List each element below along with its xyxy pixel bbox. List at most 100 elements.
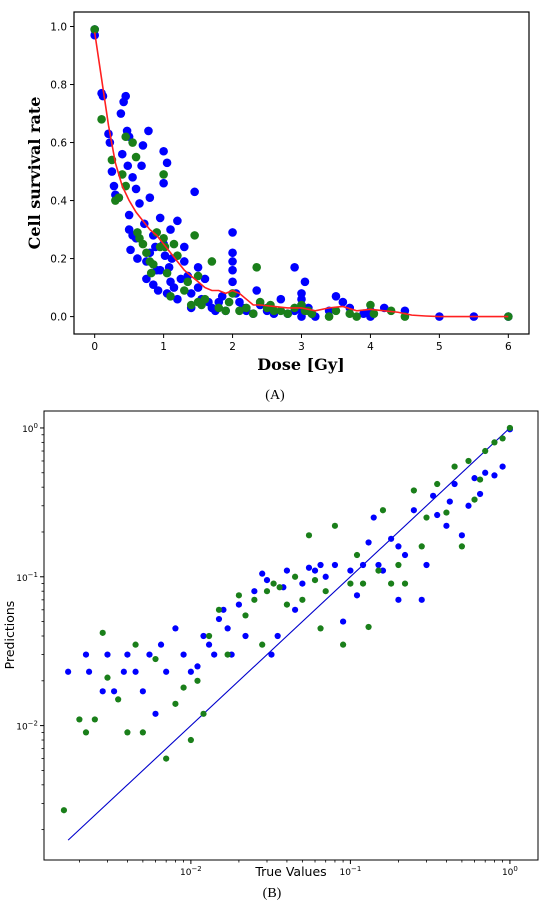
panel-a-marks <box>90 25 513 321</box>
panel-b-plot-area <box>43 410 539 861</box>
panel-b-point-green <box>235 592 242 599</box>
panel-b-point-blue <box>434 511 441 519</box>
panel-b-point-green <box>124 729 131 736</box>
panel-b-point-blue <box>180 651 187 658</box>
panel-a-point-blue <box>124 210 134 220</box>
panel-b-point-green <box>359 580 367 587</box>
panel-b-point-blue <box>224 625 231 632</box>
panel-a-point-green <box>366 300 375 310</box>
panel-a-point-blue <box>155 213 165 223</box>
panel-a-point-green <box>97 115 106 124</box>
panel-a-point-green <box>169 239 179 249</box>
panel-b-point-blue <box>395 596 402 603</box>
panel-b-point-green <box>443 509 450 516</box>
panel-a-point-green <box>276 306 286 316</box>
panel-a-point-blue <box>116 109 126 118</box>
panel-b-point-green <box>276 584 283 591</box>
panel-a-point-green <box>307 309 317 318</box>
panel-b-point-blue <box>194 663 201 670</box>
panel-b-point-green <box>205 632 213 640</box>
panel-a-point-blue <box>186 289 196 298</box>
panel-a-ylabel: Cell survival rate <box>25 97 44 250</box>
panel-b-point-blue <box>410 507 417 514</box>
panel-b-point-blue <box>200 632 207 640</box>
panel-b-point-blue <box>172 625 179 632</box>
panel-b-point-blue <box>375 561 382 569</box>
panel-b-point-blue <box>311 567 319 574</box>
panel-b-point-green <box>263 588 271 595</box>
panel-a-point-green <box>152 228 162 237</box>
panel-a-ytick-label: 0.0 <box>50 312 67 324</box>
panel-a-point-blue <box>159 146 168 156</box>
panel-a-point-green <box>242 303 251 313</box>
panel-a-xtick-label: 5 <box>436 341 443 353</box>
panel-a-point-blue <box>145 193 155 202</box>
panel-a-point-blue <box>180 242 189 252</box>
panel-a-ytick-label: 0.8 <box>50 80 67 92</box>
panel-a-fit-line <box>93 32 509 318</box>
panel-b-ytick-label: 10−1 <box>16 571 38 584</box>
panel-a-point-green <box>352 312 361 321</box>
panel-b-point-green <box>291 573 299 580</box>
panel-a-point-blue <box>153 286 163 295</box>
panel-a-point-green <box>183 277 193 287</box>
panel-a-point-blue <box>228 257 237 266</box>
panel-a-point-blue <box>228 265 237 275</box>
panel-a-point-green <box>224 297 234 307</box>
panel-a-point-blue <box>331 291 341 301</box>
panel-b-point-green <box>317 625 324 632</box>
panel-b-point-blue <box>235 601 242 608</box>
panel-b-point-blue <box>157 641 165 648</box>
panel-b-point-blue <box>370 514 377 521</box>
panel-b-point-green <box>340 641 347 648</box>
panel-a-point-blue <box>148 280 158 289</box>
panel-a-point-blue <box>123 161 133 171</box>
panel-b-point-blue <box>85 668 93 675</box>
panel-a-point-blue <box>200 274 210 284</box>
panel-a-point-blue <box>217 291 227 301</box>
panel-b-xlabel: True Values <box>254 864 326 879</box>
panel-a-point-green <box>214 303 224 313</box>
panel-b-point-green <box>194 677 201 684</box>
panel-b-point-green <box>410 487 417 494</box>
panel-b-point-blue <box>379 567 387 574</box>
panel-b-point-green <box>418 543 425 550</box>
panel-a-point-green <box>148 260 158 269</box>
panel-a-chart: 0 1 2 3 4 5 6 0.0 0.2 0.4 0.6 0.8 1.0 Dose [Gy] Cell… <box>25 11 530 403</box>
panel-b-point-green <box>187 736 194 744</box>
panel-b-point-blue <box>340 618 347 625</box>
panel-a-point-green <box>142 248 151 258</box>
panel-a-xtick-label: 6 <box>505 341 512 353</box>
panel-a-point-green <box>138 239 148 249</box>
panel-b-point-blue <box>331 561 339 569</box>
panel-b-point-green <box>375 567 382 574</box>
panel-b-point-blue <box>259 570 266 577</box>
panel-b-point-green <box>215 606 223 613</box>
panel-b-point-green <box>132 641 139 648</box>
panel-b-point-blue <box>283 567 291 574</box>
panel-b-point-green <box>331 522 339 529</box>
panel-b-label: (B) <box>263 886 282 901</box>
panel-b-point-green <box>476 476 484 483</box>
panel-b-point-blue <box>268 651 275 658</box>
panel-b-point-green <box>259 641 266 648</box>
panel-b-point-blue <box>132 668 139 675</box>
panel-a-point-green <box>331 306 341 316</box>
panel-b-xtick-label: 10−1 <box>340 865 362 878</box>
panel-b-ytick-label: 100 <box>22 422 38 435</box>
panel-b-point-blue <box>124 651 131 658</box>
panel-b-point-blue <box>305 564 313 571</box>
panel-b-point-green <box>423 514 430 521</box>
panel-a-point-green <box>200 294 210 304</box>
panel-b-point-green <box>251 596 258 603</box>
panel-b-point-green <box>388 580 395 587</box>
panel-b-ylabel: Predictions <box>2 601 17 670</box>
panel-a-point-blue <box>133 254 142 263</box>
panel-a-point-green <box>207 257 217 266</box>
panel-a-point-blue <box>117 149 127 159</box>
panel-a-point-blue <box>193 262 203 272</box>
panel-b-point-blue <box>443 522 450 529</box>
panel-a-ytick-label: 1.0 <box>50 22 67 34</box>
panel-a-point-blue <box>276 294 286 304</box>
